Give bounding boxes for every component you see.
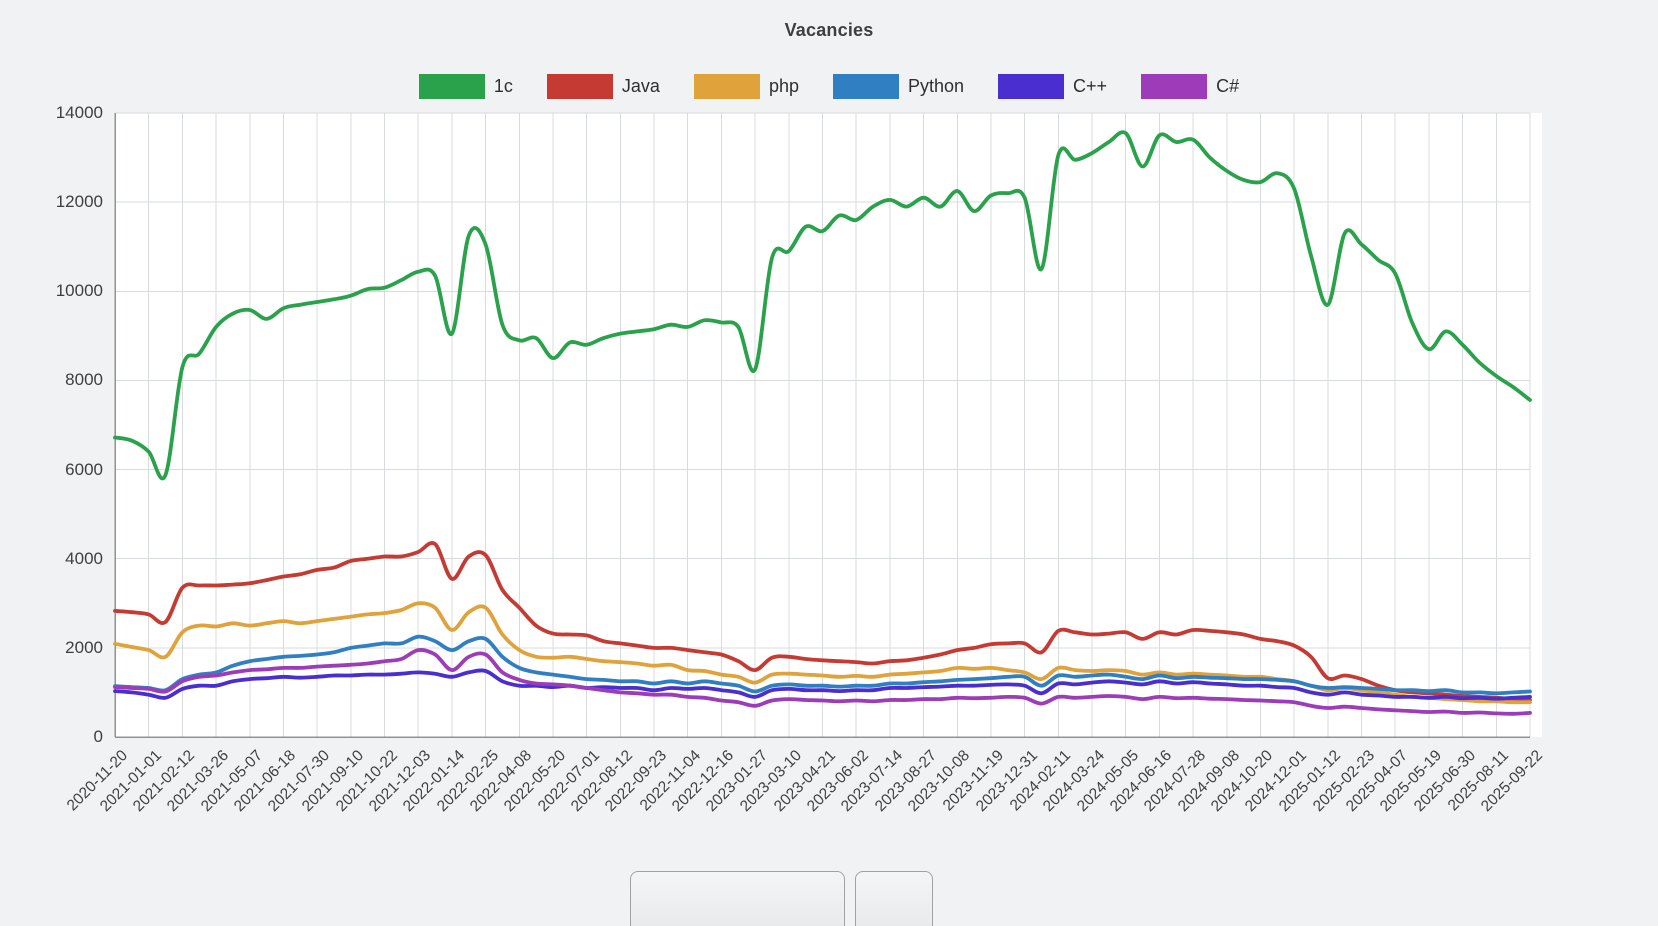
legend-item-1c[interactable]: 1c [418, 74, 513, 99]
legend-label: php [768, 76, 799, 96]
y-axis-tick-label: 8000 [65, 370, 103, 390]
legend-swatch-Java [546, 74, 613, 99]
legend-item-Python[interactable]: Python [833, 74, 964, 99]
footer-button-small[interactable] [855, 871, 933, 926]
legend-label: C++ [1073, 76, 1108, 96]
y-axis-tick-label: 0 [93, 727, 103, 746]
legend-item-C++[interactable]: C++ [998, 74, 1107, 99]
legend-label: 1c [493, 76, 513, 96]
series-line-C++ [113, 668, 1532, 701]
y-axis-tick-label: 14000 [55, 103, 103, 122]
legend-item-Java[interactable]: Java [546, 74, 660, 99]
y-axis-tick-label: 10000 [55, 281, 103, 301]
y-axis-tick-label: 6000 [65, 459, 103, 479]
y-axis-tick-label: 12000 [55, 192, 103, 212]
y-axis-tick-label: 4000 [65, 548, 103, 568]
chart-title: Vacancies [784, 20, 874, 40]
legend-item-C#[interactable]: C# [1141, 74, 1239, 99]
legend-swatch-C# [1141, 74, 1208, 99]
series-line-1c [113, 130, 1532, 481]
series-line-Python [113, 634, 1532, 696]
legend-label: Java [621, 76, 660, 96]
legend-label: Python [908, 76, 965, 96]
legend-swatch-Python [833, 74, 899, 99]
y-axis-tick-label: 2000 [65, 637, 103, 657]
legend-swatch-C++ [998, 74, 1065, 99]
legend-item-php[interactable]: php [693, 74, 799, 99]
legend-swatch-1c [418, 74, 485, 99]
series-line-Java [113, 541, 1532, 702]
footer-button-wide[interactable] [630, 871, 845, 926]
chart-legend: 1c Java php Python C++ C# [0, 74, 1658, 99]
legend-swatch-php [693, 74, 760, 99]
series-line-C# [113, 648, 1532, 716]
legend-label: C# [1216, 76, 1240, 96]
